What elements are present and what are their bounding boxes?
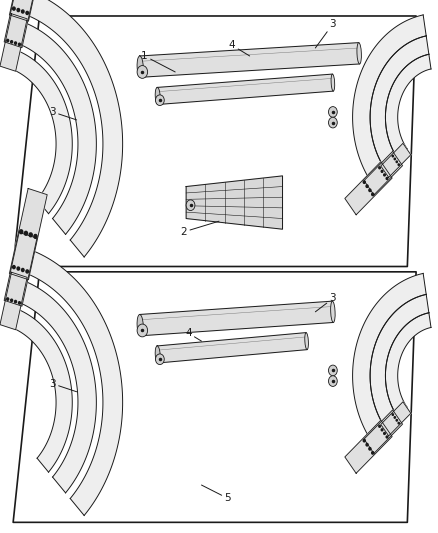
Circle shape — [381, 171, 383, 172]
Circle shape — [328, 376, 337, 386]
Polygon shape — [370, 294, 429, 429]
Circle shape — [7, 298, 9, 300]
Ellipse shape — [155, 346, 160, 363]
Polygon shape — [10, 189, 47, 280]
Circle shape — [381, 429, 383, 431]
Circle shape — [21, 269, 24, 271]
Circle shape — [396, 161, 397, 163]
Polygon shape — [0, 272, 27, 330]
Circle shape — [155, 354, 164, 365]
Polygon shape — [157, 74, 333, 104]
Circle shape — [386, 177, 388, 180]
Circle shape — [398, 422, 399, 424]
Circle shape — [392, 414, 393, 415]
Polygon shape — [14, 20, 96, 235]
Circle shape — [328, 107, 337, 117]
Circle shape — [363, 181, 365, 183]
Circle shape — [11, 41, 13, 43]
Text: 5: 5 — [201, 485, 231, 503]
Circle shape — [369, 189, 371, 191]
Polygon shape — [353, 273, 426, 442]
Polygon shape — [140, 43, 360, 77]
Circle shape — [328, 117, 337, 128]
Circle shape — [26, 11, 28, 14]
Polygon shape — [364, 151, 403, 195]
Circle shape — [392, 155, 393, 157]
Polygon shape — [345, 161, 392, 215]
Circle shape — [13, 265, 15, 269]
Ellipse shape — [331, 301, 335, 322]
Circle shape — [396, 419, 397, 421]
Circle shape — [394, 158, 396, 160]
Circle shape — [366, 185, 368, 188]
Circle shape — [17, 267, 20, 270]
Circle shape — [155, 95, 164, 106]
Circle shape — [26, 270, 28, 273]
Circle shape — [372, 193, 374, 196]
Polygon shape — [157, 333, 307, 363]
Circle shape — [394, 417, 396, 418]
Circle shape — [186, 200, 195, 211]
Circle shape — [18, 302, 21, 304]
Circle shape — [13, 7, 15, 10]
Circle shape — [363, 439, 365, 442]
Text: 3: 3 — [49, 379, 77, 392]
Ellipse shape — [331, 74, 335, 91]
Circle shape — [386, 436, 388, 438]
Polygon shape — [4, 0, 37, 47]
Circle shape — [14, 42, 17, 44]
Polygon shape — [0, 14, 27, 71]
Polygon shape — [8, 49, 72, 214]
Circle shape — [384, 174, 385, 176]
Text: 2: 2 — [180, 221, 219, 237]
Polygon shape — [381, 143, 411, 177]
Text: 4: 4 — [185, 328, 201, 341]
Polygon shape — [370, 36, 429, 171]
Ellipse shape — [137, 56, 143, 77]
Polygon shape — [20, 248, 123, 515]
Ellipse shape — [357, 43, 361, 64]
Circle shape — [328, 365, 337, 376]
Polygon shape — [345, 420, 392, 473]
Circle shape — [17, 9, 20, 12]
Ellipse shape — [137, 314, 143, 336]
Circle shape — [379, 167, 381, 169]
Circle shape — [369, 448, 371, 450]
Text: 3: 3 — [49, 107, 77, 120]
Polygon shape — [14, 279, 96, 493]
Circle shape — [379, 425, 381, 427]
Circle shape — [14, 301, 17, 303]
Polygon shape — [364, 410, 403, 454]
Circle shape — [21, 10, 24, 13]
Circle shape — [137, 66, 148, 78]
Circle shape — [366, 443, 368, 446]
Ellipse shape — [305, 333, 308, 350]
Text: 1: 1 — [141, 51, 175, 72]
Polygon shape — [186, 176, 283, 229]
Text: 3: 3 — [315, 19, 336, 48]
Circle shape — [372, 451, 374, 454]
Polygon shape — [385, 54, 431, 158]
Polygon shape — [20, 0, 123, 257]
Polygon shape — [4, 232, 37, 306]
Ellipse shape — [155, 87, 160, 104]
Circle shape — [137, 324, 148, 337]
Polygon shape — [8, 307, 72, 472]
Circle shape — [25, 231, 28, 235]
Polygon shape — [140, 301, 333, 336]
Text: 4: 4 — [229, 41, 250, 56]
Polygon shape — [385, 313, 431, 417]
Circle shape — [20, 230, 23, 233]
Text: 3: 3 — [315, 294, 336, 312]
Circle shape — [34, 235, 37, 238]
Polygon shape — [381, 402, 411, 436]
Circle shape — [384, 432, 385, 434]
Circle shape — [11, 299, 13, 302]
Circle shape — [7, 39, 9, 42]
Circle shape — [29, 233, 32, 237]
Circle shape — [18, 43, 21, 45]
Polygon shape — [353, 15, 426, 184]
Circle shape — [398, 164, 399, 165]
Polygon shape — [10, 0, 47, 21]
